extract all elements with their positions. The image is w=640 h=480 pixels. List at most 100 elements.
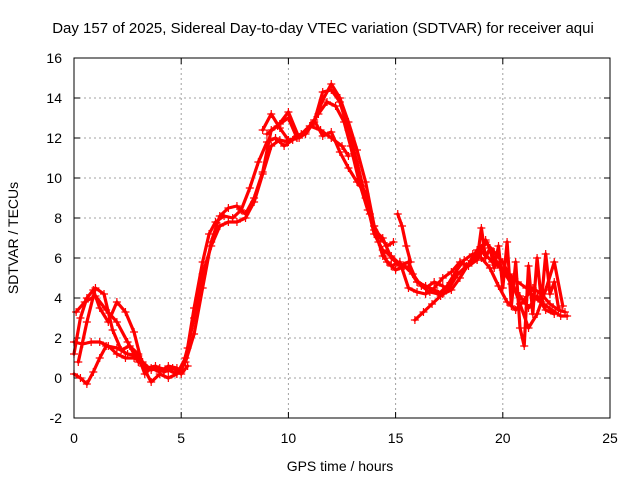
x-tick-label: 15 xyxy=(388,430,404,446)
data-point xyxy=(490,264,499,272)
data-point xyxy=(72,308,81,316)
data-point xyxy=(224,218,233,226)
y-axis-label: SDTVAR / TECUs xyxy=(5,182,21,294)
data-point xyxy=(76,374,85,382)
data-point xyxy=(402,242,411,250)
data-point xyxy=(245,184,254,192)
data-point xyxy=(554,304,563,312)
data-point xyxy=(528,310,537,318)
data-point xyxy=(82,318,91,326)
data-point xyxy=(447,268,456,276)
data-point xyxy=(421,284,430,292)
data-point xyxy=(177,370,186,378)
data-point xyxy=(112,318,121,326)
data-point xyxy=(438,282,447,290)
data-point xyxy=(363,206,372,214)
data-point xyxy=(533,254,542,262)
data-point xyxy=(393,210,402,218)
data-point xyxy=(121,354,130,362)
series-trace-6 xyxy=(258,110,447,292)
x-axis-label: GPS time / hours xyxy=(287,458,394,474)
data-point xyxy=(338,142,346,150)
data-point xyxy=(378,252,387,260)
data-point xyxy=(477,224,486,232)
data-point xyxy=(445,284,454,292)
data-point xyxy=(134,350,143,358)
data-point xyxy=(273,122,282,130)
data-point xyxy=(511,258,520,266)
data-point xyxy=(87,338,96,346)
data-point xyxy=(438,274,447,282)
series-trace-11 xyxy=(473,224,563,350)
data-point xyxy=(419,308,428,316)
data-point xyxy=(545,290,554,298)
data-point xyxy=(346,142,355,150)
data-point xyxy=(284,136,293,144)
axis-ticks: 0 5 10 15 20 25 -2 0 2 4 6 8 10 12 14 16 xyxy=(46,50,618,446)
data-point xyxy=(74,358,83,366)
data-point xyxy=(322,98,331,106)
data-point xyxy=(164,374,173,382)
data-point xyxy=(520,342,529,350)
data-point xyxy=(430,278,439,286)
data-point xyxy=(498,284,507,292)
data-point xyxy=(280,142,289,150)
data-point xyxy=(95,304,104,312)
data-point xyxy=(524,262,533,270)
series-line xyxy=(396,212,413,264)
y-tick-label: -2 xyxy=(50,410,63,426)
data-point xyxy=(331,102,340,110)
data-point xyxy=(481,254,490,262)
data-point xyxy=(168,364,177,372)
data-point xyxy=(485,244,494,252)
data-point xyxy=(455,258,464,266)
data-point xyxy=(428,300,437,308)
y-tick-label: 10 xyxy=(46,170,62,186)
data-point xyxy=(507,302,516,310)
data-point xyxy=(76,314,85,322)
series-trace-9 xyxy=(393,210,415,266)
data-point xyxy=(515,324,524,332)
data-point xyxy=(550,258,559,266)
data-point xyxy=(305,122,314,130)
data-point xyxy=(398,222,407,230)
series-line xyxy=(261,112,445,290)
data-point xyxy=(232,202,241,210)
data-point xyxy=(250,198,259,206)
data-point xyxy=(108,326,117,334)
y-tick-label: 8 xyxy=(54,210,62,226)
series-line xyxy=(72,100,567,386)
data-point xyxy=(318,96,327,104)
data-point xyxy=(395,262,404,270)
series-line xyxy=(74,294,190,376)
data-point xyxy=(344,118,353,126)
data-point xyxy=(160,368,169,376)
data-point xyxy=(413,288,422,296)
data-point xyxy=(462,262,471,270)
data-point xyxy=(473,256,482,264)
y-tick-label: 0 xyxy=(54,370,62,386)
data-point xyxy=(558,302,567,310)
data-point xyxy=(494,242,503,250)
data-point xyxy=(284,108,293,116)
data-point xyxy=(215,222,224,230)
data-point xyxy=(112,298,121,306)
y-tick-label: 2 xyxy=(54,330,62,346)
series-trace-8 xyxy=(346,142,398,250)
data-point xyxy=(147,378,156,386)
data-point xyxy=(215,212,224,220)
data-point xyxy=(267,110,276,118)
data-point xyxy=(353,146,362,154)
series-line xyxy=(475,226,561,348)
data-point xyxy=(370,222,379,230)
data-series xyxy=(70,80,572,388)
series-trace-3 xyxy=(70,80,559,378)
data-point xyxy=(207,242,216,250)
data-point xyxy=(190,314,199,322)
data-point xyxy=(453,270,462,278)
data-point xyxy=(436,292,445,300)
data-point xyxy=(389,238,398,246)
data-point xyxy=(95,338,104,346)
y-tick-label: 12 xyxy=(46,130,62,146)
data-point xyxy=(327,134,336,142)
